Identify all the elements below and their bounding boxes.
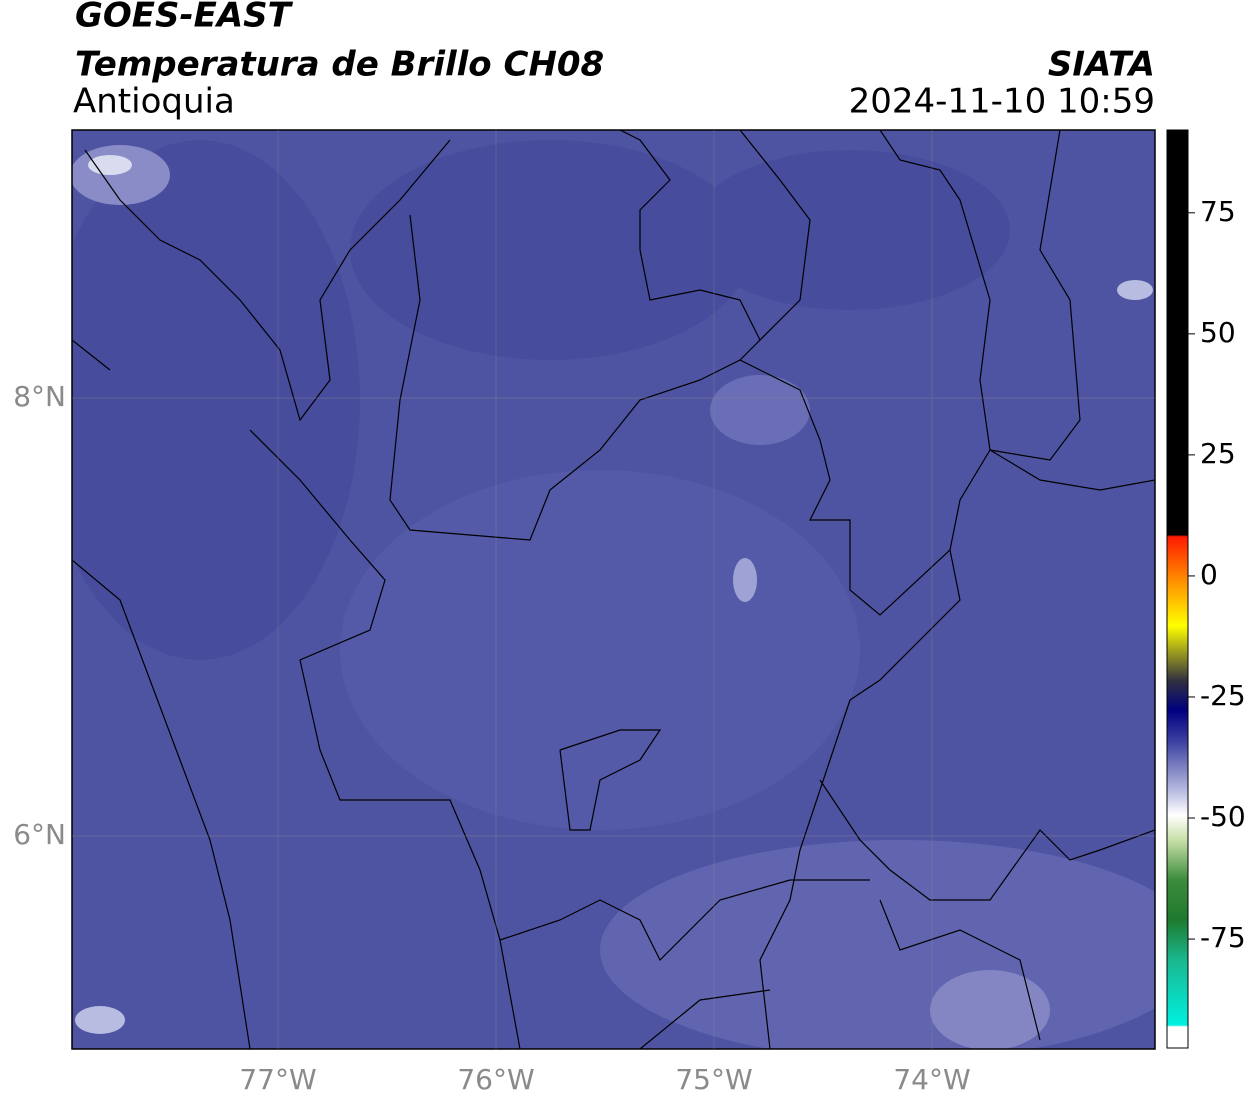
satellite-image [72,130,1155,1049]
x-tick-label: 76°W [457,1063,534,1096]
colorbar-tick-label: -75 [1200,921,1246,954]
title: GOES-EAST [75,0,294,36]
colorbar-tick-label: 25 [1200,437,1236,470]
borders [72,130,1155,1049]
colorbar-tick-label: 50 [1200,316,1236,349]
subtitle: Temperatura de Brillo CH08 [75,45,604,85]
source: SIATA [1048,45,1155,85]
map-frame [71,129,1156,1050]
x-tick-label: 74°W [893,1063,970,1096]
colorbar [1166,129,1189,1049]
colorbar-tick-label: -50 [1200,800,1246,833]
y-tick-label: 6°N [13,818,66,851]
y-tick-label: 8°N [13,380,66,413]
x-tick-label: 75°W [675,1063,752,1096]
region: Antioquia [73,82,235,122]
colorbar-tick-label: 75 [1200,195,1236,228]
x-tick-label: 77°W [239,1063,316,1096]
timestamp: 2024-11-10 10:59 [849,82,1155,122]
colorbar-tick-label: -25 [1200,679,1246,712]
colorbar-tick-label: 0 [1200,558,1218,591]
